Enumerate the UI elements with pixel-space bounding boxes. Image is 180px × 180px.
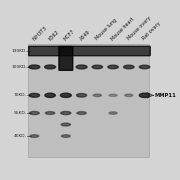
Ellipse shape [139, 93, 150, 97]
Text: Mouse heart: Mouse heart [110, 16, 136, 41]
Ellipse shape [30, 111, 39, 115]
Ellipse shape [109, 94, 117, 96]
Ellipse shape [93, 94, 102, 96]
Ellipse shape [45, 112, 55, 114]
Text: 55KD-: 55KD- [14, 111, 27, 115]
Text: NIH3T3: NIH3T3 [32, 25, 48, 41]
Text: 40KD-: 40KD- [14, 134, 27, 138]
Ellipse shape [109, 112, 117, 114]
Ellipse shape [139, 65, 150, 69]
Ellipse shape [61, 111, 71, 115]
Ellipse shape [29, 65, 40, 69]
Ellipse shape [76, 65, 87, 69]
Text: 100KD-: 100KD- [11, 65, 27, 69]
Text: Mouse lung: Mouse lung [95, 18, 118, 41]
Ellipse shape [45, 93, 55, 97]
Text: Mouse ovary: Mouse ovary [126, 16, 152, 41]
Ellipse shape [125, 94, 133, 96]
Ellipse shape [30, 135, 39, 137]
Text: K562: K562 [47, 29, 60, 41]
Ellipse shape [77, 112, 86, 114]
Bar [28, 44, 149, 157]
Text: MMP11: MMP11 [154, 93, 176, 98]
Ellipse shape [29, 93, 40, 97]
Text: Rat ovary: Rat ovary [142, 21, 162, 41]
Ellipse shape [124, 65, 134, 69]
Text: 130KD-: 130KD- [11, 49, 27, 53]
Ellipse shape [60, 93, 71, 97]
Text: A549: A549 [79, 29, 91, 41]
Ellipse shape [61, 135, 70, 137]
Ellipse shape [61, 123, 70, 126]
FancyBboxPatch shape [59, 46, 73, 70]
Ellipse shape [76, 94, 87, 97]
Ellipse shape [92, 65, 103, 69]
Ellipse shape [45, 65, 56, 69]
FancyBboxPatch shape [29, 46, 150, 56]
Text: 70KD-: 70KD- [14, 93, 27, 97]
Text: MCF7: MCF7 [63, 28, 76, 41]
Ellipse shape [108, 65, 118, 69]
